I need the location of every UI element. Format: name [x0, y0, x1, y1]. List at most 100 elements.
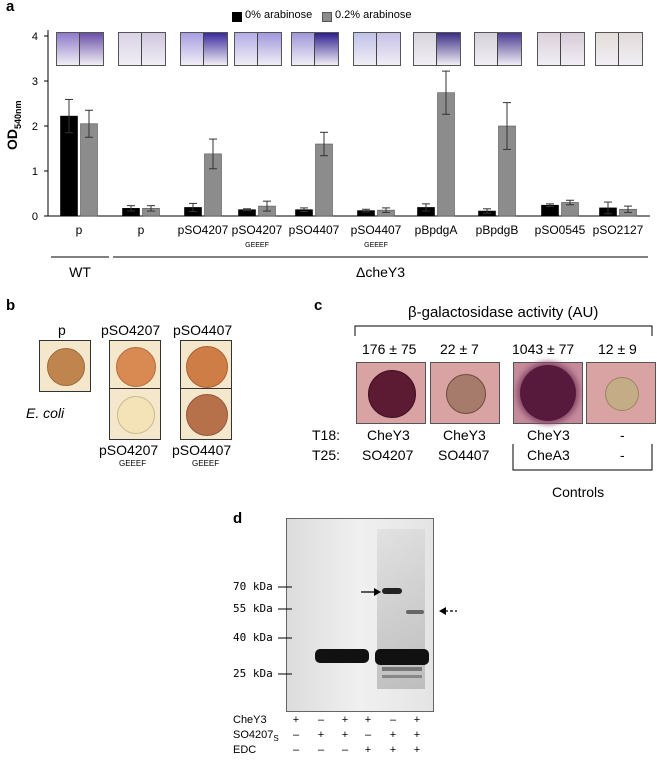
panel-b-bottom-sublabel-1: GEEEF: [192, 459, 220, 468]
marker-25: 25 kDa: [233, 667, 273, 680]
x-tick-label-5: pSO4407: [351, 223, 402, 237]
panel-b-side-label: E. coli: [26, 405, 65, 421]
blot-row-label-1: SO4207S: [233, 729, 279, 744]
t25-0: SO4207: [362, 447, 414, 463]
panel-b-letter: b: [6, 297, 16, 314]
panel-d-letter: d: [233, 510, 243, 527]
panel-c-bracket: [354, 325, 653, 336]
gal-value-0: 176 ± 75: [362, 341, 417, 357]
gal-plate-0: [356, 362, 426, 424]
group-label-1: ΔcheY3: [356, 264, 405, 280]
blot-sign-r2-l2: –: [341, 744, 349, 756]
tube-image-0: [56, 32, 104, 66]
t18-1: CheY3: [443, 427, 486, 443]
plate-p: [39, 340, 91, 392]
western-blot: [286, 518, 434, 712]
tube-image-8: [537, 32, 585, 66]
t25-1: SO4407: [438, 447, 490, 463]
t18-0: CheY3: [367, 427, 410, 443]
panel-b-bottom-sublabel-0: GEEEF: [119, 459, 147, 468]
blot-sign-r1-l2: +: [341, 729, 349, 741]
y-tick-label: 3: [32, 76, 38, 88]
blot-sign-r0-l0: +: [292, 714, 300, 726]
blot-sign-r2-l3: +: [364, 744, 372, 756]
legend-label-1: 0.2% arabinose: [335, 9, 412, 21]
y-tick-label: 0: [32, 211, 38, 223]
band-lanes-2-3: [315, 649, 369, 663]
gal-plate-3: [586, 362, 656, 424]
y-axis-label: OD540nm: [4, 100, 23, 150]
x-tick-label-0: p: [76, 223, 83, 237]
blot-sign-r0-l5: +: [413, 714, 421, 726]
x-tick-label-7: pBpdgB: [476, 223, 519, 237]
t25-row-label: T25:: [312, 447, 341, 463]
x-tick-label-2: pSO4207: [178, 223, 229, 237]
plate-pSO4407-GEEEF: [180, 388, 232, 440]
plate-pSO4407: [180, 340, 232, 392]
tube-image-1: [118, 32, 166, 66]
y-tick-label: 2: [32, 121, 38, 133]
t18-3: -: [620, 427, 625, 443]
blot-sign-r1-l5: +: [413, 729, 421, 741]
marker-40: 40 kDa: [233, 631, 273, 644]
blot-sign-r1-l1: +: [317, 729, 325, 741]
panel-c-letter: c: [314, 297, 323, 314]
gal-plate-1: [430, 362, 500, 424]
t25-3: -: [620, 447, 625, 463]
x-tick-label-3: pSO4207: [232, 223, 283, 237]
x-tick-label-8: pSO0545: [535, 223, 586, 237]
marker-70: 70 kDa: [233, 580, 273, 593]
t25-2: CheA3: [527, 447, 570, 463]
tube-image-6: [413, 32, 461, 66]
y-tick-label: 4: [32, 31, 38, 43]
panel-b-bottom-label-1: pSO4407: [172, 442, 232, 458]
panel-b-bottom-label-0: pSO4207: [99, 442, 159, 458]
marker-55: 55 kDa: [233, 602, 273, 615]
blot-sign-r1-l4: +: [389, 729, 397, 741]
legend-label-0: 0% arabinose: [245, 9, 313, 21]
x-tick-label-9: pSO2127: [593, 223, 644, 237]
blot-sign-r0-l3: +: [364, 714, 372, 726]
band-55kda: [406, 610, 424, 614]
group-label-0: WT: [69, 264, 91, 280]
gal-plate-2: [513, 362, 583, 424]
blot-row-label-0: CheY3: [233, 714, 267, 726]
panel-a-letter: a: [6, 0, 15, 15]
blot-sign-r2-l4: +: [389, 744, 397, 756]
blot-sign-r1-l0: –: [292, 729, 300, 741]
panel-c-title: β-galactosidase activity (AU): [408, 304, 599, 321]
controls-label: Controls: [552, 484, 605, 500]
tube-image-9: [595, 32, 643, 66]
blot-row-label-2: EDC: [233, 744, 257, 756]
legend-swatch-0: [232, 12, 242, 22]
gal-value-1: 22 ± 7: [440, 341, 479, 357]
plate-pSO4207: [109, 340, 161, 392]
x-tick-sublabel-5: GEEEF: [364, 242, 388, 249]
band-lanes-5-6: [375, 649, 429, 665]
blot-sign-r0-l2: +: [341, 714, 349, 726]
blot-sign-r2-l0: –: [292, 744, 300, 756]
gal-value-3: 12 ± 9: [598, 341, 637, 357]
panel-b-top-label-2: pSO4407: [173, 322, 233, 338]
panel-b-top-label-1: pSO4207: [101, 322, 161, 338]
blot-sign-r2-l5: +: [413, 744, 421, 756]
tube-image-4: [291, 32, 339, 66]
tube-image-7: [474, 32, 522, 66]
t18-2: CheY3: [527, 427, 570, 443]
x-tick-label-6: pBpdgA: [415, 223, 458, 237]
blot-sign-r0-l1: –: [317, 714, 325, 726]
legend-swatch-1: [322, 12, 332, 22]
t18-row-label: T18:: [312, 427, 341, 443]
blot-sign-r0-l4: –: [389, 714, 397, 726]
tube-image-2: [180, 32, 228, 66]
blot-sign-r2-l1: –: [317, 744, 325, 756]
panel-b-top-label-0: p: [58, 322, 66, 338]
gal-value-2: 1043 ± 77: [512, 341, 575, 357]
x-tick-label-1: p: [138, 223, 145, 237]
bar-chart: 0 1 2 3 4 OD540nm p p pSO4207 pSO4207 GEEEF pSO440…: [4, 30, 650, 280]
plate-pSO4207-GEEEF: [109, 388, 161, 440]
tube-image-5: [353, 32, 401, 66]
x-tick-label-4: pSO4407: [289, 223, 340, 237]
tube-image-3: [234, 32, 282, 66]
